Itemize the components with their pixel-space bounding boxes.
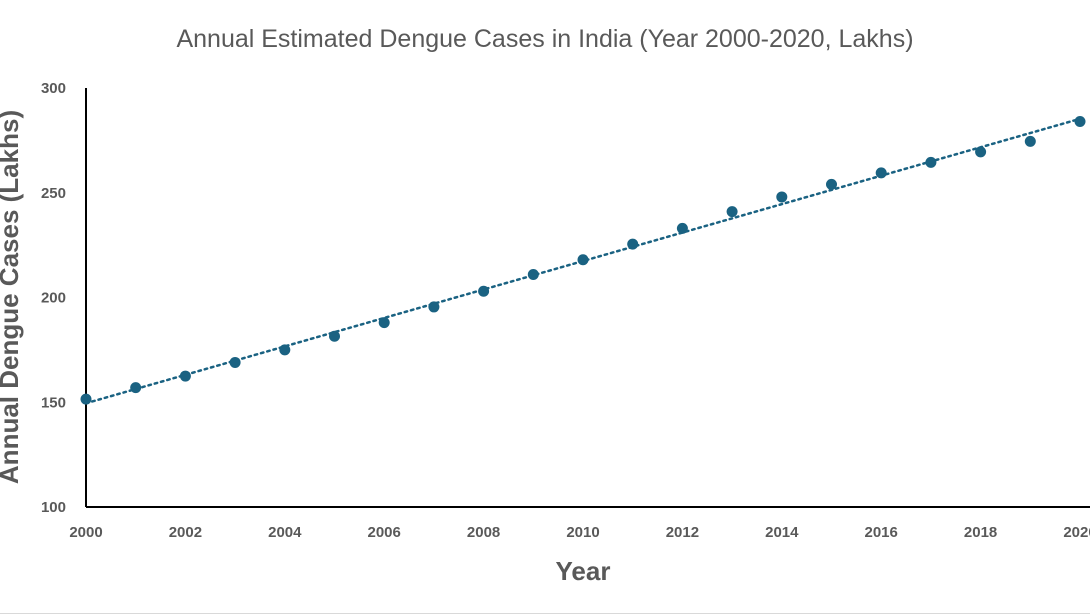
- y-axis-title: Annual Dengue Cases (Lakhs): [0, 110, 24, 484]
- x-tick-label: 2016: [865, 524, 898, 541]
- chart-title: Annual Estimated Dengue Cases in India (…: [176, 25, 913, 53]
- data-point: [478, 285, 490, 297]
- y-tick-labels: 100 150 200 250 300: [41, 80, 66, 516]
- y-tick-label: 100: [41, 499, 66, 516]
- data-point: [726, 206, 738, 218]
- data-point: [179, 370, 191, 382]
- x-tick-labels: 2000 2002 2004 2006 2008 2010 2012 2014 2016 2018…: [69, 524, 1090, 541]
- x-tick-label: 2002: [169, 524, 202, 541]
- data-point: [378, 317, 390, 329]
- x-tick-label: 2020: [1063, 524, 1090, 541]
- data-point: [329, 330, 340, 342]
- x-tick-label: 2004: [268, 524, 302, 541]
- data-point: [925, 156, 937, 168]
- x-tick-label: 2010: [566, 524, 599, 541]
- x-axis-title: Year: [556, 556, 611, 586]
- data-point: [1074, 116, 1086, 128]
- data-point: [428, 301, 440, 313]
- data-point: [229, 356, 241, 368]
- x-tick-label: 2012: [666, 524, 699, 541]
- y-tick-label: 300: [41, 80, 66, 97]
- x-tick-label: 2014: [765, 524, 799, 541]
- y-tick-label: 200: [41, 290, 66, 307]
- data-point: [676, 222, 688, 234]
- x-tick-label: 2018: [964, 524, 997, 541]
- data-point: [279, 344, 291, 356]
- data-point: [577, 254, 589, 266]
- data-point: [527, 268, 539, 280]
- y-tick-label: 250: [41, 185, 66, 202]
- data-point: [826, 178, 837, 190]
- y-tick-label: 150: [41, 394, 66, 411]
- x-tick-label: 2008: [467, 524, 500, 541]
- x-tick-label: 2006: [368, 524, 401, 541]
- data-point: [1024, 135, 1036, 147]
- data-point: [130, 382, 142, 394]
- data-point: [627, 238, 639, 250]
- data-point: [80, 393, 92, 405]
- data-point: [975, 146, 987, 158]
- x-tick-label: 2000: [69, 524, 102, 541]
- data-point: [875, 167, 887, 179]
- data-points: [80, 116, 1086, 405]
- data-point: [776, 191, 788, 203]
